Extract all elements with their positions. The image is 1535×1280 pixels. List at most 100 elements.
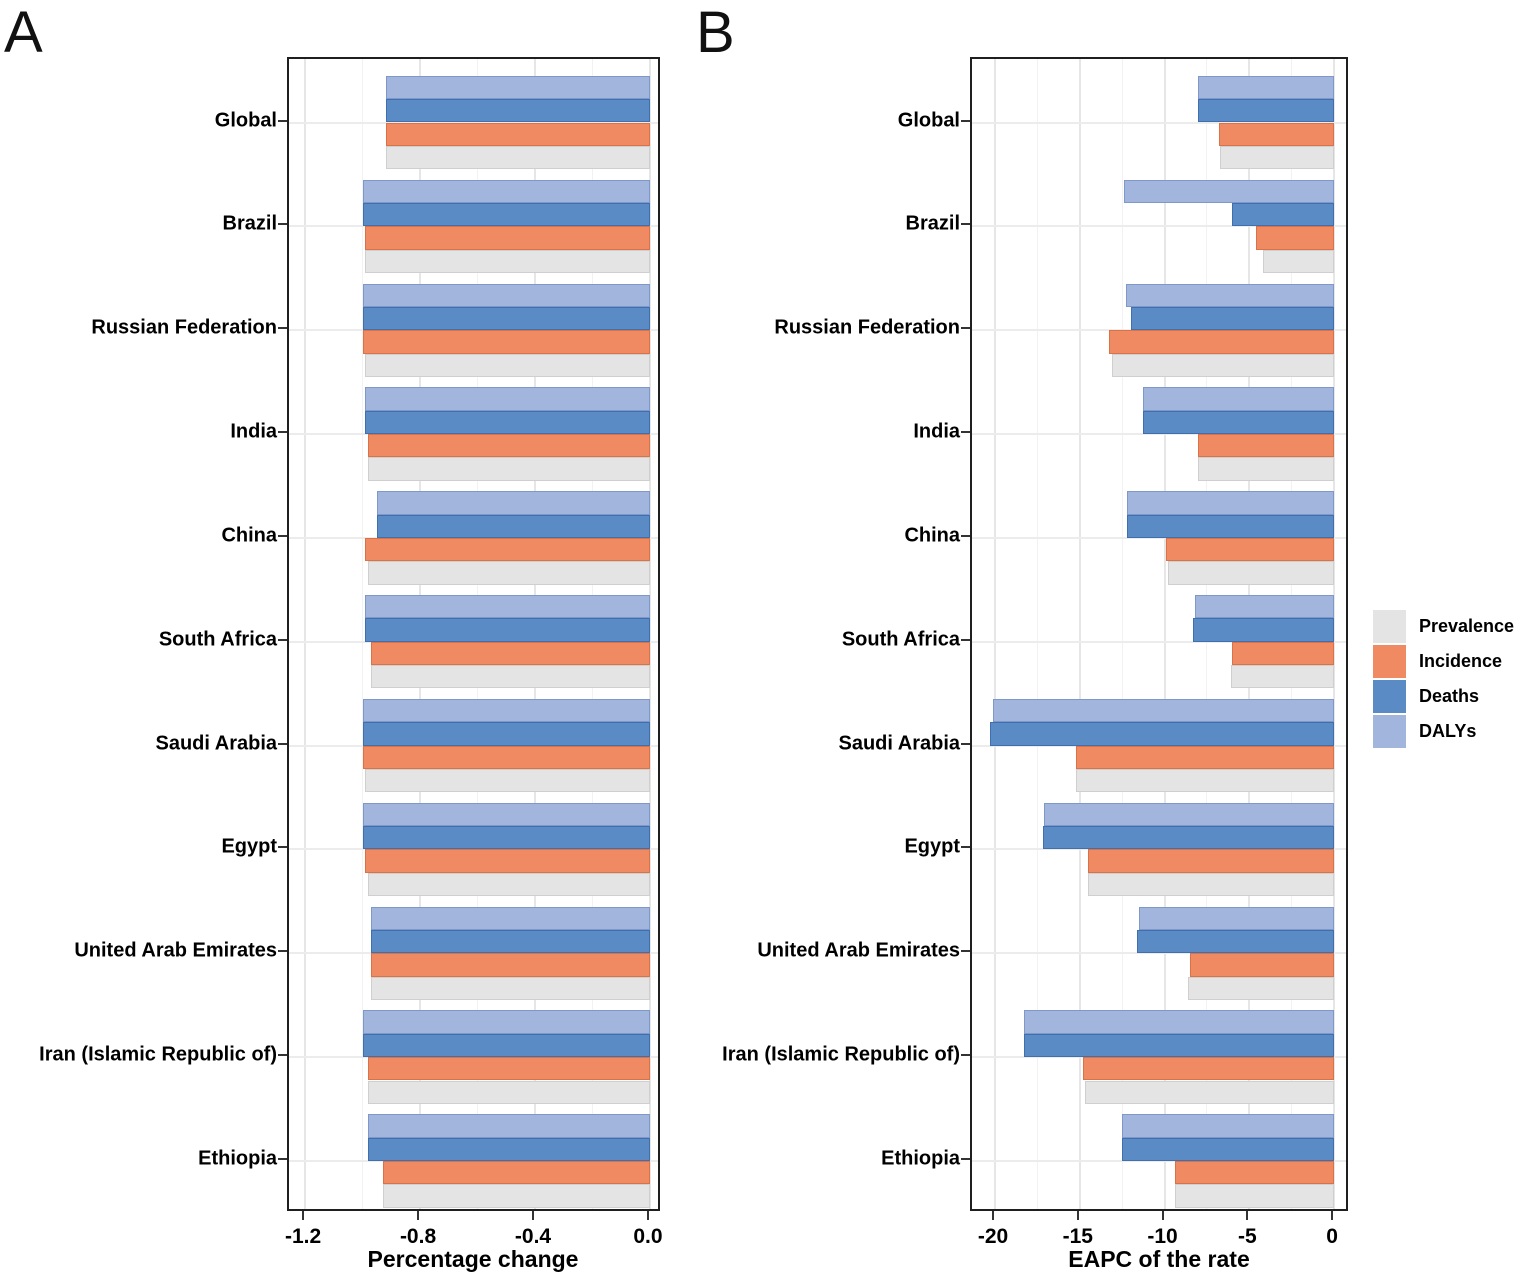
- y-tick: [961, 119, 970, 122]
- bar-iran-islamic-republic-of--dalys: [1023, 1010, 1335, 1034]
- country-label-brazil: Brazil: [905, 212, 960, 235]
- bar-egypt-prevalence: [368, 872, 650, 897]
- bar-united-arab-emirates-prevalence: [371, 976, 650, 1000]
- x-tick-label: -0.8: [399, 1225, 437, 1248]
- bar-iran-islamic-republic-of--incidence: [368, 1057, 650, 1081]
- bar-russian-federation-dalys: [362, 283, 650, 307]
- bar-russian-federation-prevalence: [365, 353, 650, 377]
- major-gridline: [648, 59, 651, 1209]
- legend-item-deaths: Deaths: [1373, 680, 1514, 713]
- country-label-brazil: Brazil: [222, 212, 277, 235]
- country-label-iran-islamic-republic-of-: Iran (Islamic Republic of): [39, 1043, 277, 1066]
- legend: Prevalence Incidence Deaths DALYs: [1373, 610, 1514, 750]
- country-label-russian-federation: Russian Federation: [91, 316, 277, 339]
- x-tick-label: -0.4: [514, 1225, 552, 1248]
- bar-global-deaths: [1198, 99, 1335, 123]
- y-tick: [278, 638, 287, 641]
- bar-iran-islamic-republic-of--prevalence: [368, 1080, 650, 1104]
- major-gridline: [304, 59, 307, 1209]
- bar-ethiopia-incidence: [382, 1161, 650, 1185]
- category-gridline: [972, 433, 1346, 436]
- panel-b-plot-area: [970, 57, 1348, 1211]
- bar-china-incidence: [1166, 537, 1335, 562]
- bar-saudi-arabia-prevalence: [365, 768, 650, 793]
- x-tick-label: -15: [1062, 1225, 1093, 1248]
- bar-ethiopia-deaths: [1122, 1137, 1335, 1161]
- bar-global-incidence: [1218, 122, 1335, 146]
- bar-united-arab-emirates-dalys: [371, 906, 650, 930]
- y-tick: [278, 950, 287, 953]
- bar-saudi-arabia-prevalence: [1076, 768, 1335, 793]
- deaths-swatch-icon: [1373, 680, 1406, 713]
- bar-south-africa-dalys: [1195, 595, 1335, 619]
- category-gridline: [972, 952, 1346, 955]
- legend-item-incidence: Incidence: [1373, 645, 1514, 678]
- x-tick: [1246, 1211, 1249, 1220]
- bar-south-africa-dalys: [365, 595, 650, 619]
- bar-brazil-deaths: [362, 203, 650, 227]
- bar-india-dalys: [365, 387, 650, 411]
- bar-russian-federation-deaths: [362, 306, 650, 331]
- bar-united-arab-emirates-prevalence: [1188, 976, 1335, 1000]
- bar-brazil-dalys: [1123, 179, 1335, 203]
- y-tick: [278, 431, 287, 434]
- bar-global-dalys: [385, 75, 650, 100]
- bar-brazil-prevalence: [1262, 249, 1335, 274]
- legend-item-dalys: DALYs: [1373, 715, 1514, 748]
- country-label-india: India: [913, 420, 960, 443]
- panel-b-letter: B: [696, 0, 735, 65]
- bar-united-arab-emirates-dalys: [1139, 906, 1335, 930]
- country-label-egypt: Egypt: [221, 835, 277, 858]
- bar-india-deaths: [1142, 410, 1335, 435]
- major-gridline: [1078, 59, 1081, 1209]
- bar-ethiopia-prevalence: [1174, 1184, 1335, 1208]
- country-label-south-africa: South Africa: [158, 628, 277, 651]
- bar-united-arab-emirates-deaths: [1137, 929, 1335, 954]
- bar-egypt-dalys: [362, 802, 650, 827]
- bar-iran-islamic-republic-of--prevalence: [1084, 1080, 1335, 1104]
- x-tick-label: -10: [1147, 1225, 1178, 1248]
- bar-global-dalys: [1198, 75, 1335, 100]
- bar-egypt-incidence: [365, 849, 650, 873]
- bar-russian-federation-prevalence: [1112, 353, 1335, 377]
- country-label-united-arab-emirates: United Arab Emirates: [757, 939, 960, 962]
- bar-iran-islamic-republic-of--dalys: [362, 1010, 650, 1034]
- legend-label: Prevalence: [1419, 616, 1515, 636]
- bar-global-deaths: [385, 99, 650, 123]
- bar-china-dalys: [376, 491, 650, 515]
- x-tick: [646, 1211, 649, 1220]
- x-axis-title-panel-b: EAPC of the rate: [1068, 1246, 1250, 1272]
- x-tick-label: 0: [1326, 1225, 1338, 1248]
- bar-saudi-arabia-dalys: [993, 698, 1335, 723]
- x-tick: [417, 1211, 420, 1220]
- category-gridline: [972, 536, 1346, 539]
- y-tick: [278, 327, 287, 330]
- bar-global-prevalence: [385, 145, 650, 170]
- bar-brazil-prevalence: [365, 249, 650, 274]
- category-gridline: [972, 1160, 1346, 1162]
- bar-india-prevalence: [1198, 457, 1335, 481]
- bar-saudi-arabia-incidence: [1076, 745, 1335, 769]
- bar-ethiopia-incidence: [1174, 1161, 1335, 1185]
- bar-ethiopia-dalys: [1122, 1114, 1335, 1138]
- bar-iran-islamic-republic-of--deaths: [362, 1033, 650, 1058]
- major-gridline: [1333, 59, 1336, 1209]
- minor-gridline: [362, 59, 364, 1209]
- y-tick: [278, 534, 287, 537]
- y-tick: [961, 1054, 970, 1057]
- minor-gridline: [1036, 59, 1038, 1209]
- bar-saudi-arabia-deaths: [989, 722, 1335, 746]
- x-tick: [531, 1211, 534, 1220]
- y-tick: [278, 223, 287, 226]
- country-label-egypt: Egypt: [904, 835, 960, 858]
- x-tick: [1161, 1211, 1164, 1220]
- y-tick: [961, 223, 970, 226]
- country-label-united-arab-emirates: United Arab Emirates: [74, 939, 277, 962]
- y-tick: [961, 327, 970, 330]
- country-label-russian-federation: Russian Federation: [774, 316, 960, 339]
- category-gridline: [972, 640, 1346, 643]
- country-label-ethiopia: Ethiopia: [198, 1147, 277, 1170]
- bar-brazil-incidence: [365, 226, 650, 250]
- country-label-saudi-arabia: Saudi Arabia: [155, 732, 277, 755]
- bar-south-africa-incidence: [1232, 641, 1335, 666]
